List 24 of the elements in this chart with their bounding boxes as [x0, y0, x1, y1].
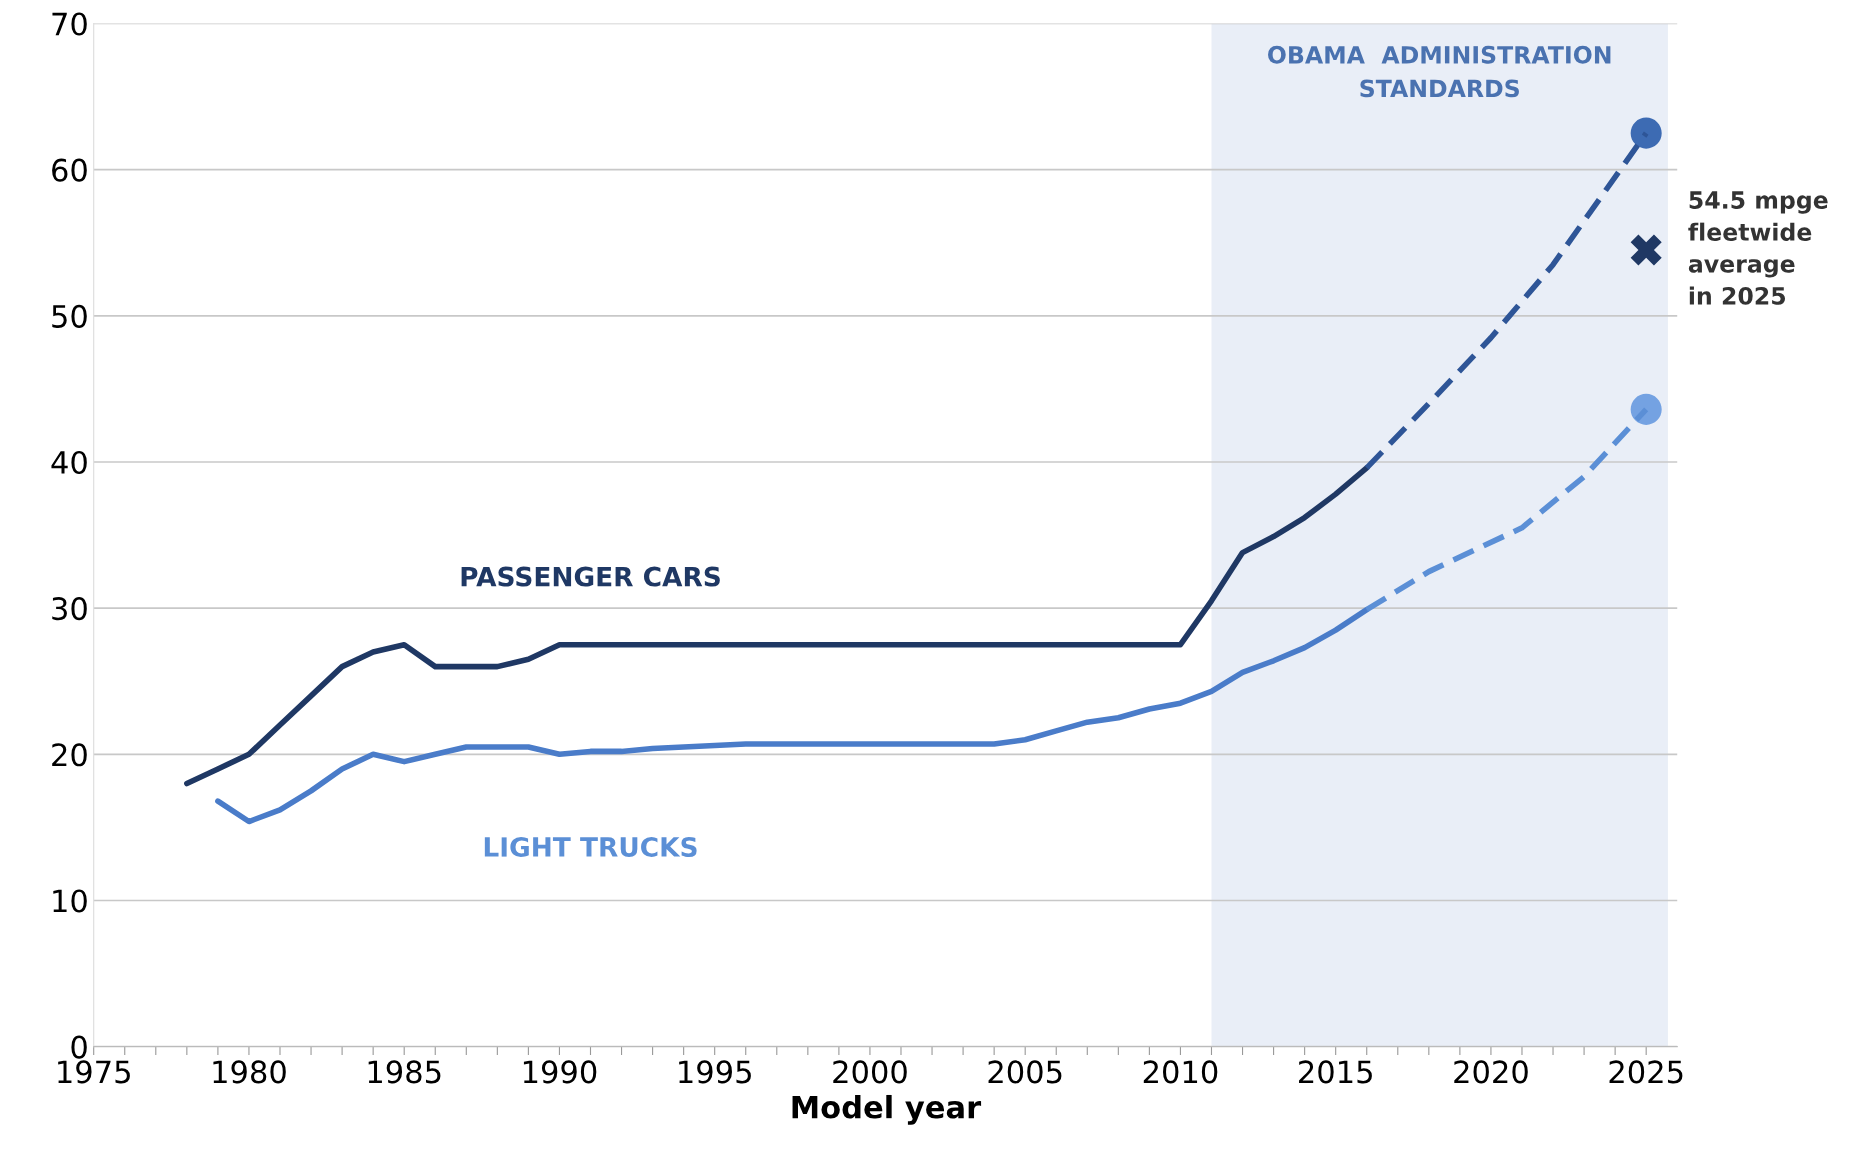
x-tick-label: 1990 [523, 1060, 597, 1084]
x-tick-label: 1995 [679, 1060, 751, 1084]
x-tick-label: 2010 [1143, 1060, 1218, 1084]
x-tick-label: 2015 [1299, 1060, 1372, 1084]
y-tick-label: 20 [52, 743, 87, 767]
x-axis-title: Model year [792, 1094, 982, 1125]
x-tick-label: 1975 [58, 1060, 130, 1084]
y-tick-label: 40 [51, 450, 87, 475]
band-label: OBAMA ADMINISTRATION STANDARDS [1268, 45, 1611, 98]
x-tick-label: 1985 [368, 1060, 441, 1084]
x-tick-label: 2005 [988, 1060, 1062, 1084]
x-tick-label: 2000 [833, 1060, 907, 1084]
text: LIGHT TRUCKS [484, 837, 697, 857]
y-tick-label: 30 [52, 597, 87, 621]
y-tick-label: 60 [52, 158, 87, 182]
y-tick-label: 70 [52, 12, 87, 36]
x-tick-label: 2020 [1454, 1060, 1528, 1084]
y-tick-label: 0 [71, 1035, 87, 1059]
text: PASSENGER CARS [461, 566, 720, 587]
annotation: 54.5 mpge fleetwide average in 2025 [1688, 191, 1828, 305]
y-tick-label: 50 [52, 304, 87, 328]
x-tick-label: 1980 [213, 1060, 286, 1084]
x-tick-label: 2025 [1609, 1060, 1683, 1084]
y-tick-label: 10 [53, 889, 87, 913]
